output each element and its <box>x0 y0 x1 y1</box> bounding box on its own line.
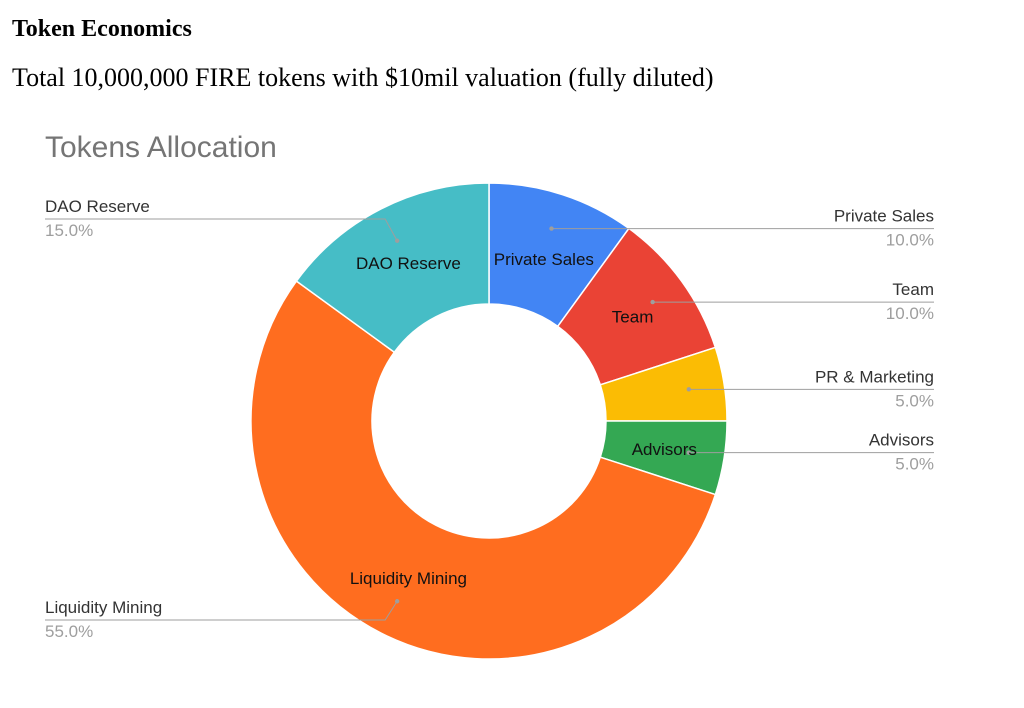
page-subtitle: Total 10,000,000 FIRE tokens with $10mil… <box>12 63 714 92</box>
slice-dao-reserve <box>295 182 490 354</box>
callout-pr-marketing-percent: 5.0% <box>895 391 934 410</box>
callout-liquidity-mining-line <box>45 600 398 621</box>
callout-team-dot <box>650 299 655 305</box>
slice-label-dao-reserve: DAO Reserve <box>356 254 461 273</box>
slice-label-advisors: Advisors <box>632 440 697 459</box>
in-slice-labels: Private Sales Team Advisors Liquidity Minin… <box>350 250 697 588</box>
slice-label-team: Team <box>612 308 654 327</box>
callout-private-sales-label: Private Sales <box>834 207 934 226</box>
slice-liquidity-mining <box>250 280 717 660</box>
callout-dao-reserve-line <box>45 218 398 241</box>
callout-pr-marketing-dot <box>686 387 692 392</box>
callout-liquidity-mining-dot <box>394 599 400 604</box>
callout-team-label: Team <box>892 280 934 299</box>
callouts: Private Sales 10.0% Team 10.0% PR & Marketin… <box>45 197 934 641</box>
callout-team-percent: 10.0% <box>886 304 934 323</box>
callout-advisors-label: Advisors <box>869 431 934 450</box>
callout-liquidity-mining-label: Liquidity Mining <box>45 598 162 617</box>
callout-dao-reserve-dot <box>394 238 400 243</box>
slice-label-private-sales: Private Sales <box>494 250 594 269</box>
callout-advisors-percent: 5.0% <box>895 455 934 474</box>
donut-slices <box>250 182 728 660</box>
callout-dao-reserve-percent: 15.0% <box>45 221 93 240</box>
callout-private-sales-percent: 10.0% <box>886 231 934 250</box>
slice-label-liquidity-mining: Liquidity Mining <box>350 569 467 588</box>
callout-advisors-dot <box>686 450 692 455</box>
page-heading: Token Economics <box>12 16 192 42</box>
callout-private-sales-dot <box>549 226 554 231</box>
chart-title: Tokens Allocation <box>45 131 277 164</box>
callout-dao-reserve-label: DAO Reserve <box>45 197 150 216</box>
callout-liquidity-mining-percent: 55.0% <box>45 622 93 641</box>
callout-pr-marketing-label: PR & Marketing <box>815 367 934 386</box>
